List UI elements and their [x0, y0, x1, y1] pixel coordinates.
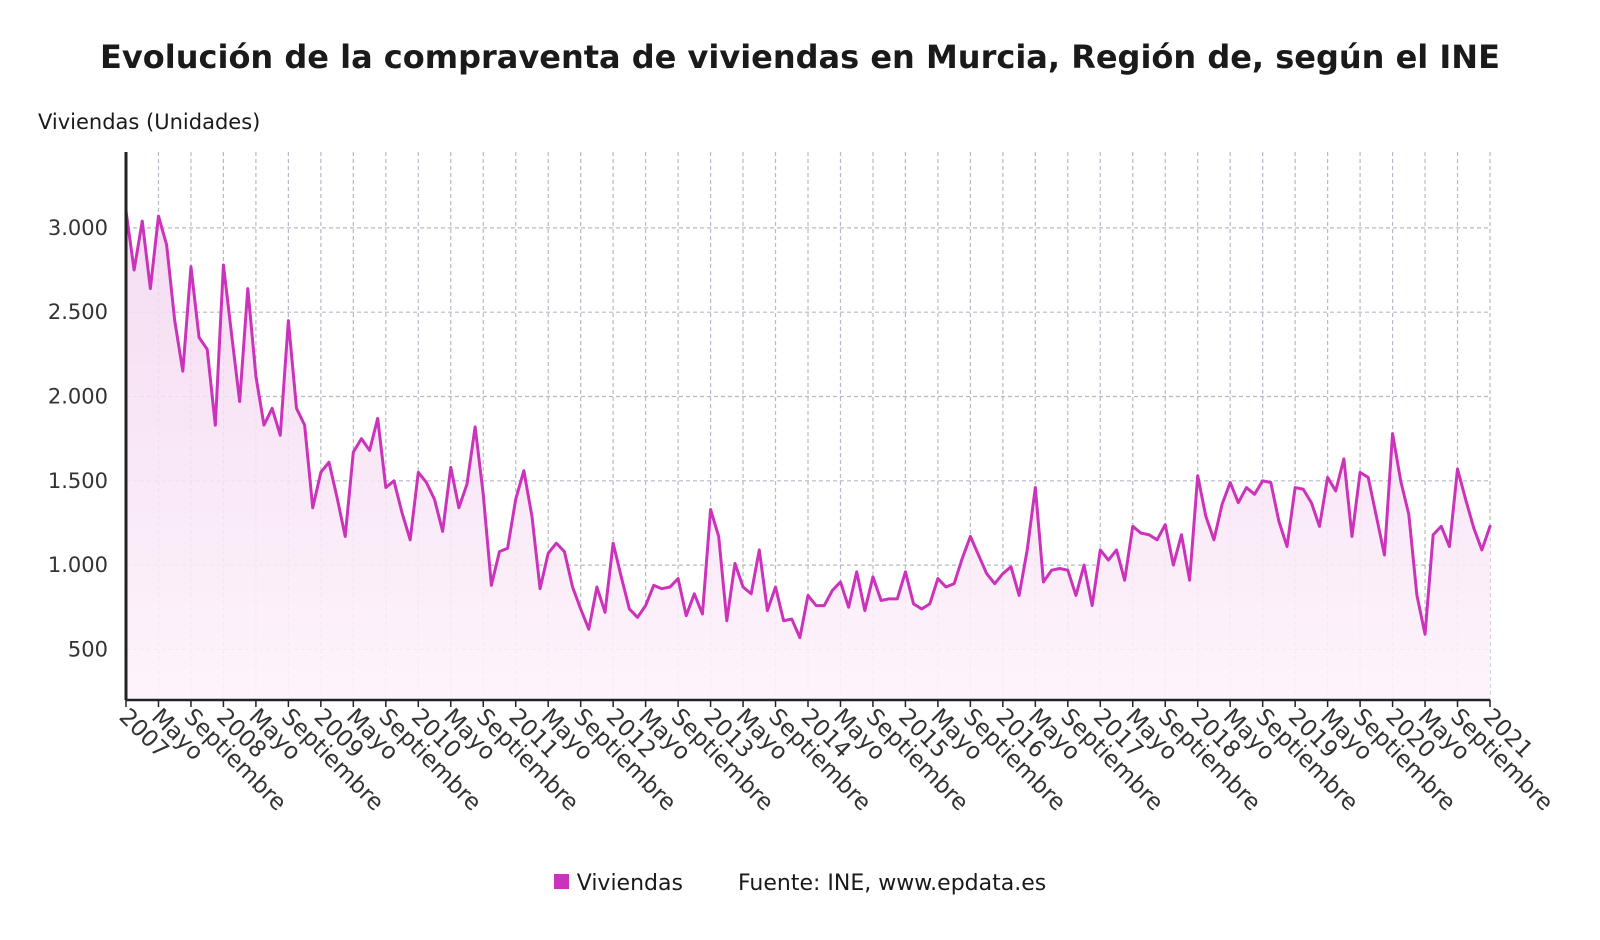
y-tick-labels: 500 1.000 1.500 2.000 2.500 3.000 [48, 216, 108, 662]
y-tick-label: 2.500 [48, 300, 108, 324]
legend-entry-viviendas[interactable]: Viviendas [553, 870, 683, 896]
x-tick-labels: 2007MayoSeptiembre2008MayoSeptiembre2009… [114, 704, 1558, 816]
area-fill [126, 211, 1490, 700]
legend-swatch [553, 874, 569, 889]
y-axis-label: Viviendas (Unidades) [38, 110, 261, 134]
y-tick-label: 1.000 [48, 553, 108, 577]
area-fill-layer [126, 211, 1490, 700]
y-tick-label: 2.000 [48, 384, 108, 408]
series-line-viviendas[interactable] [124, 209, 1492, 640]
legend-label: Viviendas [576, 870, 683, 896]
legend: Viviendas Fuente: INE, www.epdata.es [0, 870, 1600, 896]
y-tick-label: 3.000 [48, 216, 108, 240]
y-tick-label: 1.500 [48, 469, 108, 493]
axes [124, 152, 1491, 707]
chart-title: Evolución de la compraventa de viviendas… [100, 38, 1500, 76]
source-note: Fuente: INE, www.epdata.es [737, 870, 1047, 896]
y-tick-label: 500 [68, 637, 108, 661]
series-line-layer [124, 209, 1492, 640]
